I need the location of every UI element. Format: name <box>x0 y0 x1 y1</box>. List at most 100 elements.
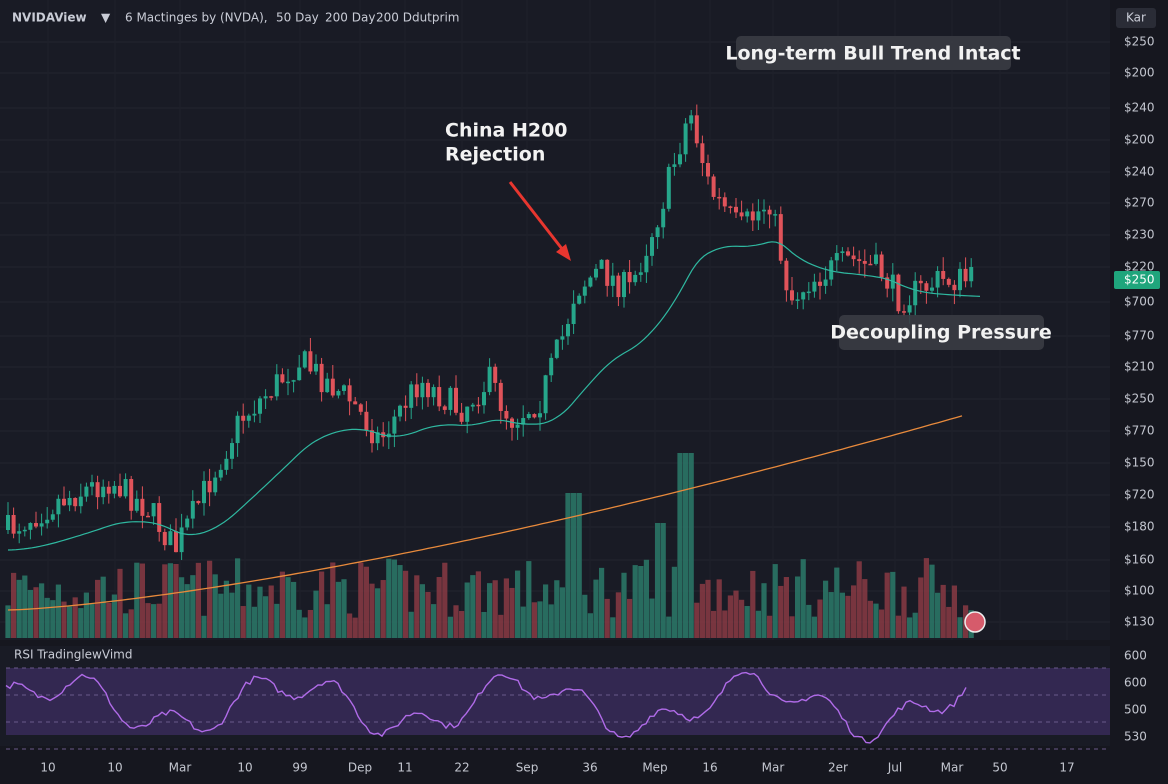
candle <box>946 278 951 285</box>
x-axis-label: Dep <box>348 761 372 775</box>
candle <box>213 477 218 493</box>
volume-bar <box>414 575 420 638</box>
candle <box>510 418 514 428</box>
candle <box>241 415 246 421</box>
volume-bar <box>946 606 952 638</box>
candle <box>902 311 906 313</box>
volume-bar <box>851 585 857 638</box>
volume-bar <box>251 606 257 638</box>
volume-bar <box>699 583 705 638</box>
volume-bar <box>520 606 526 638</box>
volume-bar <box>817 599 823 638</box>
volume-bar <box>369 583 375 638</box>
candle <box>829 260 834 280</box>
candle <box>543 375 548 414</box>
candle <box>728 206 733 208</box>
volume-bar <box>151 604 157 638</box>
price-axis-label: $130 <box>1124 615 1155 629</box>
volume-bar <box>571 493 577 638</box>
candle <box>224 458 229 470</box>
volume <box>5 453 974 638</box>
volume-bar <box>11 572 17 638</box>
annotation: Rejection <box>445 144 545 166</box>
volume-bar <box>582 594 588 638</box>
volume-bar <box>408 611 414 638</box>
candle <box>930 287 934 291</box>
candle <box>140 498 145 516</box>
price-axis-label: $250 <box>1124 35 1155 49</box>
candle <box>538 413 542 418</box>
volume-bar <box>89 604 95 638</box>
volume-bar <box>800 559 806 638</box>
volume-bar <box>475 571 481 638</box>
candle <box>750 211 755 221</box>
candle <box>409 384 414 408</box>
candle <box>862 261 867 264</box>
volume-bar <box>671 566 677 638</box>
volume-bar <box>347 613 353 638</box>
candle <box>375 432 380 444</box>
volume-bar <box>733 590 739 638</box>
volume-bar <box>783 577 789 638</box>
candle <box>325 378 330 393</box>
volume-bar <box>22 575 28 638</box>
price-axis-label: $180 <box>1124 520 1155 534</box>
volume-bar <box>319 571 325 638</box>
candle <box>661 208 666 228</box>
corner-button[interactable] <box>1116 8 1156 28</box>
volume-bar <box>722 610 728 638</box>
chart-title: 6 Mactinges by (NVDA), <box>125 11 268 25</box>
volume-bar <box>912 612 918 638</box>
volume-bar <box>167 563 173 638</box>
candle <box>28 523 33 530</box>
volume-bar <box>436 577 442 638</box>
candle <box>778 214 783 261</box>
volume-bar <box>184 584 190 638</box>
candle <box>398 405 402 417</box>
candle <box>963 268 968 282</box>
volume-bar <box>638 565 644 638</box>
candle <box>717 196 722 199</box>
rsi-axis-label: 600 <box>1124 676 1147 690</box>
volume-bar <box>559 587 565 638</box>
candle <box>207 480 212 493</box>
volume-bar <box>291 581 297 638</box>
ma50-label: 50 Day <box>276 11 319 25</box>
price-badge <box>1114 271 1160 289</box>
candle <box>633 274 638 283</box>
price-axis-label: $230 <box>1124 228 1155 242</box>
candle <box>616 275 621 298</box>
volume-bar <box>223 580 229 638</box>
volume-bar <box>78 608 84 638</box>
volume-bar <box>755 610 761 638</box>
candle <box>454 387 458 413</box>
volume-bar <box>789 616 795 638</box>
x-axis-label: Sep <box>516 761 539 775</box>
alert-icon[interactable] <box>964 611 986 633</box>
volume-bar <box>363 566 369 638</box>
volume-bar <box>95 579 101 638</box>
candle <box>353 401 358 405</box>
x-axis-label: 11 <box>397 761 412 775</box>
volume-bar <box>660 523 666 638</box>
volume-bar <box>890 571 896 638</box>
candle <box>56 498 61 515</box>
volume-bar <box>268 585 274 638</box>
menu-caret[interactable]: ▼ <box>101 11 111 25</box>
candle <box>672 164 677 167</box>
volume-bar <box>386 558 392 638</box>
candles <box>6 104 974 561</box>
candle <box>896 274 901 312</box>
candle <box>302 351 307 368</box>
candle <box>549 357 554 376</box>
x-axis-label: 50 <box>992 761 1007 775</box>
volume-bar <box>464 582 470 638</box>
candle <box>734 206 738 213</box>
price-axis-label: $220 <box>1124 260 1155 274</box>
volume-bar <box>778 585 784 638</box>
candle <box>336 390 341 396</box>
candle <box>62 498 66 506</box>
volume-bar <box>162 564 168 638</box>
volume-bar <box>873 603 879 638</box>
volume-bar <box>688 453 694 638</box>
